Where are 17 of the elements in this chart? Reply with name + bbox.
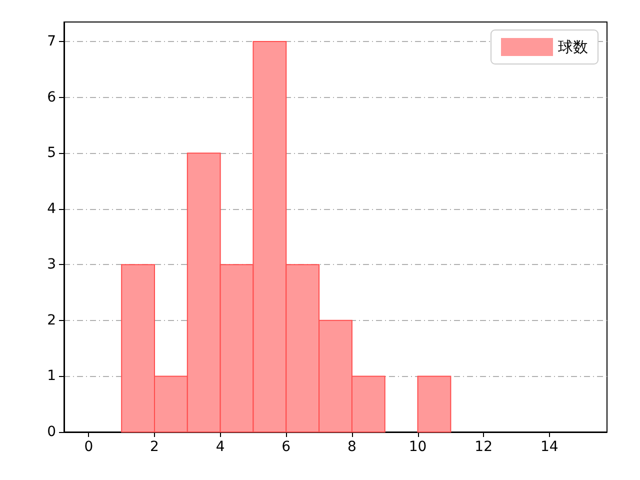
legend-label: 球数 — [558, 38, 588, 56]
x-tick-label: 2 — [150, 439, 159, 455]
y-tick-label: 6 — [47, 89, 56, 106]
x-tick-label: 8 — [347, 439, 356, 455]
y-tick-label: 2 — [47, 312, 56, 328]
x-tick-label: 4 — [216, 439, 225, 455]
x-tick-label: 10 — [408, 439, 427, 455]
x-tick-label: 12 — [474, 439, 493, 455]
x-tick-label: 6 — [282, 439, 291, 455]
x-tick-label: 14 — [540, 439, 558, 455]
y-tick-label: 3 — [47, 256, 56, 273]
y-tick-label: 0 — [47, 424, 56, 440]
y-tick-label: 7 — [47, 34, 56, 50]
x-tick-label: 0 — [84, 439, 94, 455]
y-tick-label: 5 — [47, 145, 56, 162]
y-tick-label: 4 — [47, 200, 56, 217]
y-tick-label: 1 — [47, 368, 56, 384]
